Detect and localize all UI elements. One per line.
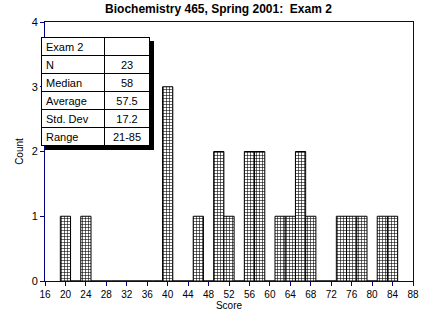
svg-text:4: 4 (32, 16, 38, 28)
svg-text:0: 0 (32, 275, 38, 287)
html-text:Median: Median (46, 76, 83, 89)
svg-text:48: 48 (203, 289, 215, 300)
svg-text:Score: Score (216, 300, 243, 311)
svg-text:3: 3 (32, 81, 38, 93)
svg-text:28: 28 (101, 289, 113, 300)
svg-text:76: 76 (346, 289, 358, 300)
svg-text:64: 64 (285, 289, 297, 300)
svg-text:40: 40 (162, 289, 174, 300)
svg-text:60: 60 (264, 289, 276, 300)
html-text:N: N (46, 58, 54, 71)
svg-text:52: 52 (223, 289, 235, 300)
svg-text:Biochemistry 465, Spring 2001:: Biochemistry 465, Spring 2001: Exam 2 (105, 2, 332, 16)
html-text:17.2: 17.2 (116, 112, 138, 125)
svg-text:88: 88 (407, 289, 419, 300)
html-text:Exam 2: Exam 2 (46, 40, 84, 53)
svg-text:80: 80 (367, 289, 379, 300)
svg-text:2: 2 (32, 145, 38, 157)
html-text:Range: Range (46, 130, 79, 143)
svg-text:84: 84 (387, 289, 399, 300)
svg-text:56: 56 (244, 289, 256, 300)
svg-text:44: 44 (183, 289, 195, 300)
svg-text:72: 72 (326, 289, 338, 300)
svg-text:16: 16 (39, 289, 51, 300)
html-text:57.5: 57.5 (116, 94, 138, 107)
html-text:23: 23 (120, 58, 134, 71)
svg-text:24: 24 (80, 289, 92, 300)
svg-text:1: 1 (32, 210, 38, 222)
html-text:21-85: 21-85 (112, 130, 142, 143)
svg-text:32: 32 (121, 289, 133, 300)
html-text:Average: Average (46, 94, 87, 107)
html-text:Std. Dev: Std. Dev (46, 112, 89, 125)
svg-text:68: 68 (305, 289, 317, 300)
svg-text:36: 36 (142, 289, 154, 300)
html-text:58: 58 (120, 76, 134, 89)
svg-text:Count: Count (14, 138, 25, 165)
svg-text:20: 20 (60, 289, 72, 300)
